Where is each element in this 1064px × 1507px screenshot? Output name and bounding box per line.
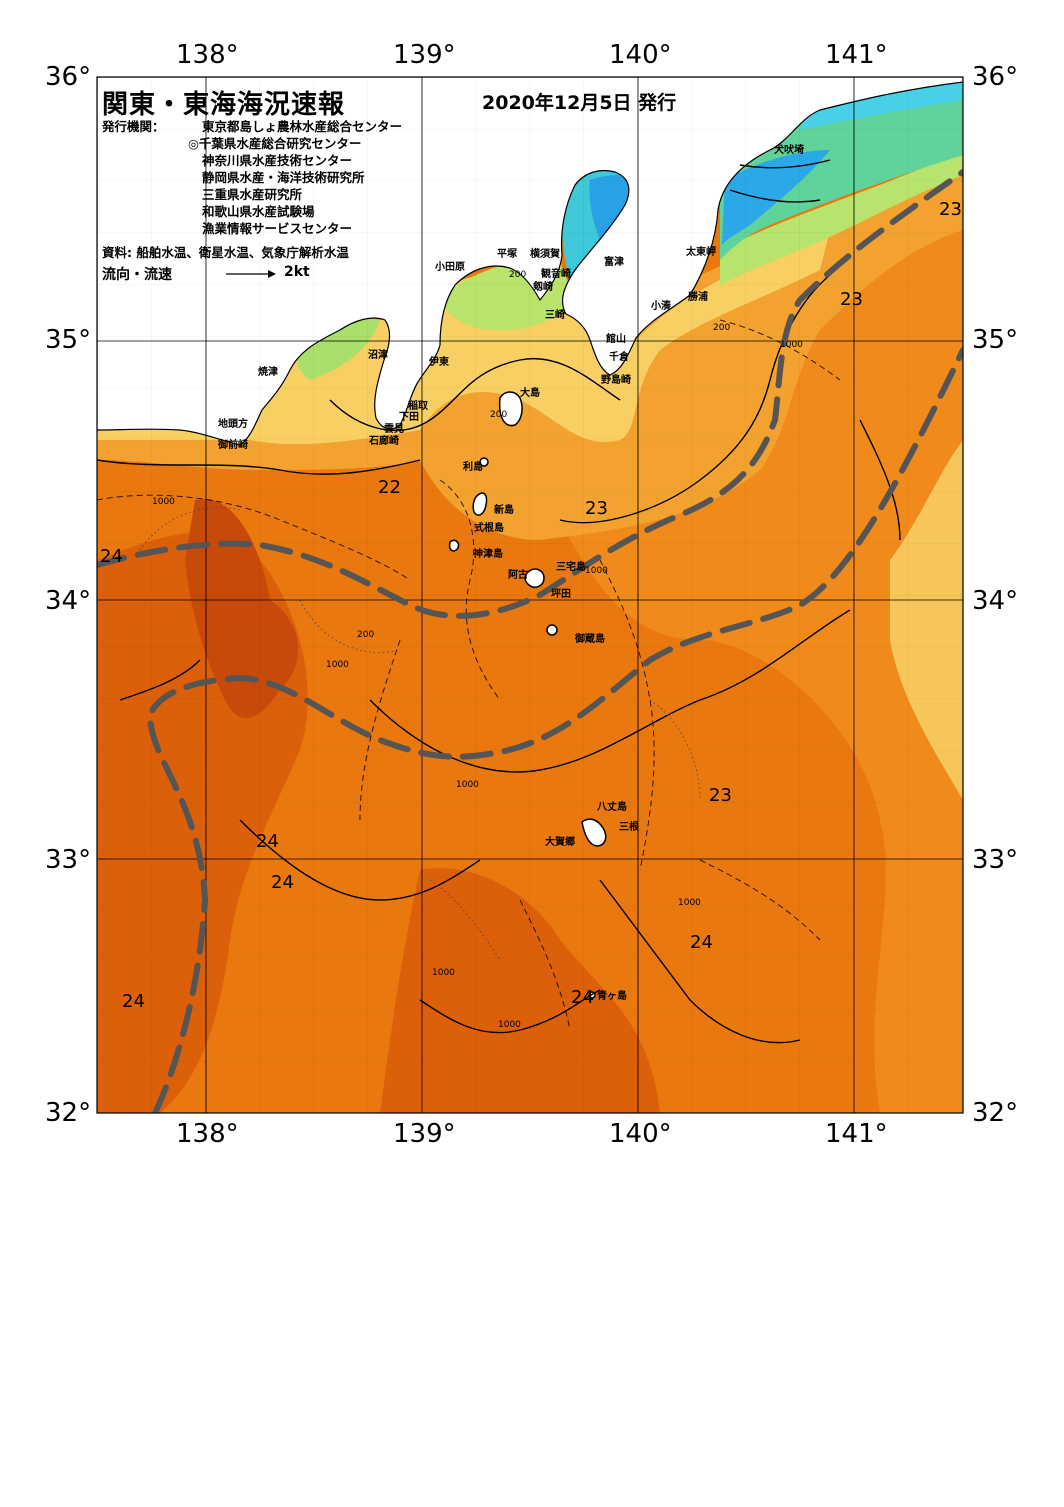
place-tateyama: 館山 xyxy=(606,334,626,345)
temp-label: 23 xyxy=(939,199,962,220)
depth-label: 1000 xyxy=(780,340,803,350)
depth-label: 1000 xyxy=(152,497,175,507)
place-omaezaki: 御前崎 xyxy=(218,440,248,451)
place-kominato: 小湊 xyxy=(651,301,671,312)
lon-label-140-top: 140° xyxy=(609,40,672,70)
place-irozaki: 石廊崎 xyxy=(369,436,399,447)
graticule xyxy=(97,77,963,1113)
place-mikurajima: 御蔵島 xyxy=(575,634,605,645)
lat-label-36-left: 36° xyxy=(45,62,92,92)
place-toshima: 利島 xyxy=(463,462,483,473)
issuers-label: 発行機関： xyxy=(102,119,165,134)
place-katsuura: 勝浦 xyxy=(688,292,708,303)
lat-label-33-right: 33° xyxy=(972,845,1019,875)
depth-label: 1000 xyxy=(326,660,349,670)
place-inubosaki: 犬吠埼 xyxy=(774,145,804,156)
place-misaki: 三崎 xyxy=(545,310,565,321)
flow-legend-label: 流向・流速 xyxy=(102,267,172,283)
place-okago: 大賀郷 xyxy=(545,837,575,848)
depth-label: 200 xyxy=(509,270,527,280)
lon-label-139-top: 139° xyxy=(393,40,456,70)
lon-label-138-top: 138° xyxy=(176,40,239,70)
temp-label: 23 xyxy=(585,498,608,519)
place-inatori: 稲取 xyxy=(408,401,428,412)
place-shimoda: 下田 xyxy=(399,412,419,423)
temp-label: 23 xyxy=(709,785,732,806)
place-niijima: 新島 xyxy=(494,505,514,516)
issuer-3: 静岡県水産・海洋技術研究所 xyxy=(202,170,365,185)
lat-label-34-left: 34° xyxy=(45,586,92,616)
place-mitsune: 三根 xyxy=(619,822,639,833)
lat-label-35-right: 35° xyxy=(972,325,1019,355)
temp-label: 24 xyxy=(100,546,123,567)
issuer-2: 神奈川県水産技術センター xyxy=(202,153,353,168)
issue-date: 2020年12月5日 発行 xyxy=(482,92,677,114)
place-aogashima: 青ヶ島 xyxy=(597,991,627,1002)
temp-label: 24 xyxy=(271,872,294,893)
issuers-list: 東京都島しょ農林水産総合センター ◎千葉県水産総合研究センター 神奈川県水産技術… xyxy=(188,118,402,237)
lon-label-139-bottom: 139° xyxy=(393,1119,456,1149)
lon-label-141-bottom: 141° xyxy=(825,1119,888,1149)
lat-label-35-left: 35° xyxy=(45,325,92,355)
issuer-0: 東京都島しょ農林水産総合センター xyxy=(202,119,403,134)
place-jitogata: 地頭方 xyxy=(218,419,248,430)
lat-label-32-left: 32° xyxy=(45,1098,92,1128)
place-odawara: 小田原 xyxy=(435,262,465,273)
depth-label: 200 xyxy=(357,630,375,640)
map-title: 関東・東海海況速報 xyxy=(102,90,346,120)
place-miyakejima: 三宅島 xyxy=(556,562,586,573)
issuer-4: 三重県水産研究所 xyxy=(202,187,303,202)
place-tsurugisaki: 剱崎 xyxy=(533,282,553,293)
place-ito: 伊東 xyxy=(429,357,449,368)
lat-label-34-right: 34° xyxy=(972,586,1019,616)
depth-label: 1000 xyxy=(585,566,608,576)
issuer-6: 漁業情報サービスセンター xyxy=(202,221,353,236)
lat-label-32-right: 32° xyxy=(972,1098,1019,1128)
place-taitomisaki: 太東岬 xyxy=(686,247,716,258)
temp-label: 22 xyxy=(378,477,401,498)
place-hiratsuka: 平塚 xyxy=(497,249,517,260)
place-ako: 阿古 xyxy=(508,570,528,581)
depth-label: 200 xyxy=(490,410,508,420)
temp-label: 24 xyxy=(256,831,279,852)
place-kumomi: 雲見 xyxy=(384,424,404,435)
temp-label: 24 xyxy=(571,987,594,1008)
lat-label-36-right: 36° xyxy=(972,62,1019,92)
issuer-1: ◎千葉県水産総合研究センター xyxy=(188,136,362,151)
place-futtsu: 富津 xyxy=(604,257,624,268)
temp-label: 24 xyxy=(690,932,713,953)
depth-label: 1000 xyxy=(432,968,455,978)
place-hachijojima: 八丈島 xyxy=(597,802,627,813)
place-oshima: 大島 xyxy=(520,388,540,399)
place-yaizu: 焼津 xyxy=(258,367,278,378)
place-nojimazaki: 野島崎 xyxy=(601,375,631,386)
lat-label-33-left: 33° xyxy=(45,845,92,875)
depth-label: 1000 xyxy=(678,898,701,908)
place-chikura: 千倉 xyxy=(609,352,629,363)
place-tsubota: 坪田 xyxy=(551,589,571,600)
depth-label: 1000 xyxy=(498,1020,521,1030)
lon-label-141-top: 141° xyxy=(825,40,888,70)
place-kozushima: 神津島 xyxy=(473,549,503,560)
lon-label-138-bottom: 138° xyxy=(176,1119,239,1149)
flow-legend-scale: 2kt xyxy=(284,264,310,280)
lon-label-140-bottom: 140° xyxy=(609,1119,672,1149)
temp-label: 24 xyxy=(122,991,145,1012)
place-shikinejima: 式根島 xyxy=(474,523,504,534)
place-kannonzaki: 観音崎 xyxy=(541,269,571,280)
kuroshio-axis xyxy=(97,169,963,1113)
place-yokosuka: 横須賀 xyxy=(530,249,560,260)
depth-label: 1000 xyxy=(456,780,479,790)
temp-label: 23 xyxy=(840,289,863,310)
depth-label: 200 xyxy=(713,323,731,333)
data-sources: 資料: 船舶水温、衛星水温、気象庁解析水温 xyxy=(102,245,349,260)
map-border xyxy=(96,76,964,1114)
place-numazu: 沼津 xyxy=(368,350,388,361)
flow-arrow-icon xyxy=(226,270,276,278)
issuer-5: 和歌山県水産試験場 xyxy=(202,204,315,219)
